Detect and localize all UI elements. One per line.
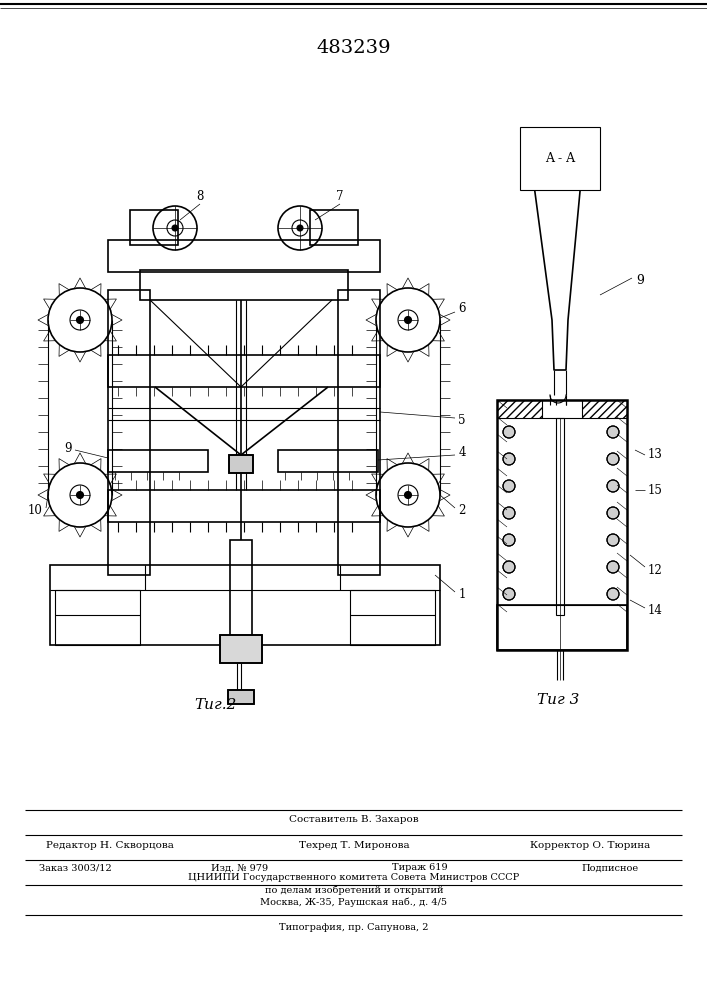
Text: Корректор О. Тюрина: Корректор О. Тюрина [530,840,650,850]
Text: 1: 1 [458,588,466,601]
Bar [310,210,358,245]
Circle shape [404,316,411,324]
Bar [278,450,378,472]
Circle shape [172,225,178,231]
Bar [220,635,262,663]
Text: 12: 12 [648,564,662,576]
Circle shape [503,480,515,492]
Circle shape [607,534,619,546]
Text: 5: 5 [458,414,466,426]
Text: 2: 2 [458,504,466,516]
Text: Тираж 619: Тираж 619 [392,863,448,872]
Circle shape [607,507,619,519]
Text: 6: 6 [458,302,466,314]
Bar [55,590,140,645]
Circle shape [503,561,515,573]
Bar [108,240,380,272]
Bar [338,290,380,575]
Bar [108,290,150,575]
Bar [229,455,253,473]
Text: по делам изобретений и открытий: по делам изобретений и открытий [264,885,443,895]
Text: 14: 14 [648,603,662,616]
Bar [108,490,380,522]
Text: 9: 9 [636,273,644,286]
Bar [50,565,440,645]
Circle shape [76,491,83,498]
Polygon shape [532,170,582,370]
Circle shape [297,225,303,231]
Bar [497,400,542,418]
Bar [130,210,178,245]
Text: 483239: 483239 [317,39,391,57]
Text: 9: 9 [64,442,71,454]
Text: Τиг.2: Τиг.2 [194,698,236,712]
Circle shape [607,561,619,573]
Circle shape [503,507,515,519]
Text: Техред Т. Миронова: Техред Т. Миронова [298,840,409,850]
Bar [229,455,253,473]
Bar [350,590,435,645]
Text: 7: 7 [337,190,344,202]
Text: A - A: A - A [545,151,575,164]
Text: Редактор Н. Скворцова: Редактор Н. Скворцова [46,840,174,850]
Circle shape [503,426,515,438]
Text: 8: 8 [197,190,204,202]
Circle shape [607,480,619,492]
Circle shape [404,491,411,498]
Bar [108,450,208,472]
Text: Изд. № 979: Изд. № 979 [211,863,269,872]
Bar [582,400,627,418]
Bar [108,355,380,387]
Circle shape [607,453,619,465]
Circle shape [607,588,619,600]
Text: Типография, пр. Сапунова, 2: Типография, пр. Сапунова, 2 [279,924,428,932]
Bar [497,400,627,650]
Text: Москва, Ж-35, Раушская наб., д. 4/5: Москва, Ж-35, Раушская наб., д. 4/5 [260,897,448,907]
Circle shape [76,316,83,324]
Text: 10: 10 [28,504,42,516]
Bar [228,690,254,704]
Circle shape [503,453,515,465]
Bar [230,540,252,640]
Bar [497,605,627,650]
Text: Составитель В. Захаров: Составитель В. Захаров [289,816,419,824]
Text: 13: 13 [648,448,662,462]
Text: Заказ 3003/12: Заказ 3003/12 [39,863,112,872]
Text: 15: 15 [648,484,662,496]
Text: 4: 4 [458,446,466,458]
Text: Τиг 3: Τиг 3 [537,693,579,707]
Circle shape [503,534,515,546]
Bar [497,400,627,418]
Bar [228,690,254,704]
Bar [556,418,564,615]
Text: ЦНИИПИ Государственного комитета Совета Министров СССР: ЦНИИПИ Государственного комитета Совета … [188,874,520,882]
Circle shape [503,588,515,600]
Text: Подписное: Подписное [581,863,638,872]
Bar [220,635,262,663]
Circle shape [607,426,619,438]
Bar [140,270,348,300]
